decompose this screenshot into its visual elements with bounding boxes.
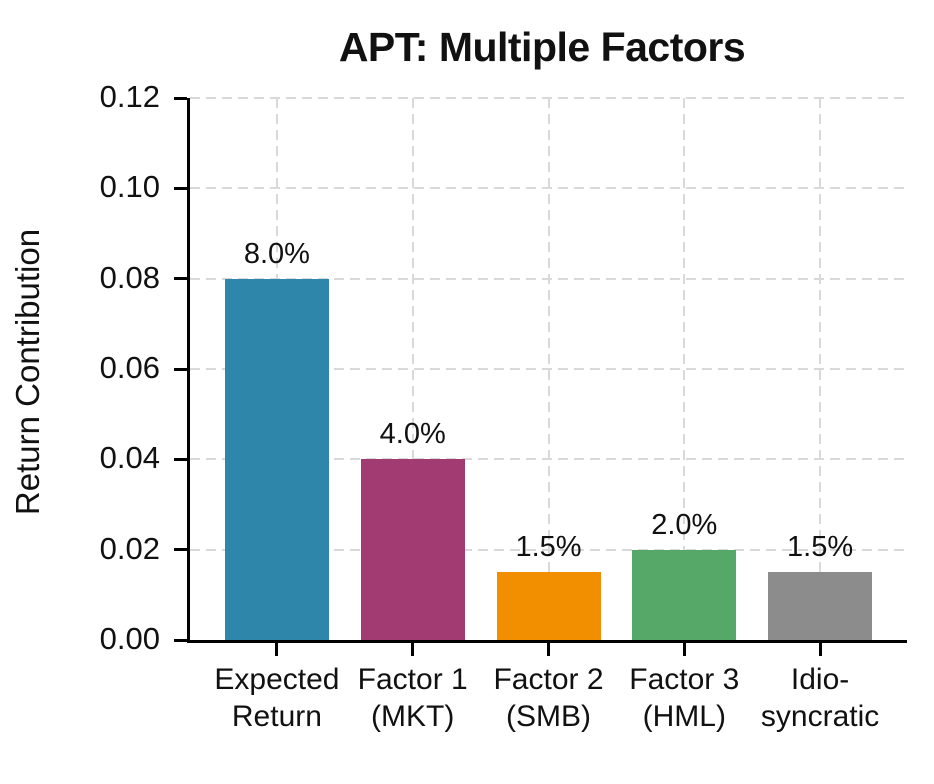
y-tick-label: 0.10 bbox=[99, 169, 160, 205]
x-tick-label: Factor 1 (MKT) bbox=[357, 663, 468, 733]
y-tick-label: 0.04 bbox=[99, 440, 160, 476]
x-tick-mark bbox=[411, 643, 415, 656]
bar-value-label: 2.0% bbox=[651, 508, 718, 541]
y-tick-label: 0.00 bbox=[99, 621, 160, 656]
bar bbox=[224, 278, 329, 640]
gridline-v bbox=[683, 98, 686, 640]
x-tick-label: Expected Return bbox=[214, 663, 340, 733]
bar bbox=[768, 572, 873, 640]
y-axis-spine bbox=[187, 98, 190, 643]
gridline-v bbox=[411, 98, 414, 640]
bar-value-label: 8.0% bbox=[243, 237, 310, 270]
x-axis-spine bbox=[187, 640, 907, 643]
y-tick-mark bbox=[174, 457, 187, 461]
x-tick-label: Factor 2 (SMB) bbox=[493, 663, 604, 733]
y-tick-mark bbox=[174, 96, 187, 100]
y-tick-mark bbox=[174, 277, 187, 281]
x-tick-mark bbox=[547, 643, 550, 656]
x-tick-mark bbox=[682, 643, 686, 656]
bar bbox=[632, 549, 737, 640]
bar-value-label: 1.5% bbox=[787, 531, 854, 564]
y-axis-label: Return Contribution bbox=[9, 228, 46, 516]
bar bbox=[496, 572, 601, 640]
y-tick-mark bbox=[174, 638, 187, 642]
y-tick-mark bbox=[174, 186, 187, 190]
bar-value-label: 1.5% bbox=[515, 531, 582, 564]
chart-title: APT: Multiple Factors bbox=[338, 24, 746, 70]
gridline-v bbox=[547, 98, 550, 640]
y-tick-label: 0.08 bbox=[99, 259, 160, 295]
plot-area: 8.0% 4.0% 1.5% 2.0% 1.5% 0.00 0.02 0.04 0.06 0.0… bbox=[100, 79, 907, 733]
y-tick-mark bbox=[174, 367, 187, 371]
y-tick-label: 0.02 bbox=[99, 530, 160, 566]
y-tick-mark bbox=[174, 548, 187, 552]
bar-value-label: 4.0% bbox=[379, 418, 446, 451]
x-tick-mark bbox=[275, 643, 279, 656]
x-tick-label: Idio- syncratic bbox=[760, 663, 880, 733]
y-tick-label: 0.12 bbox=[99, 79, 160, 114]
gridline-v bbox=[819, 98, 822, 640]
x-tick-label: Factor 3 (HML) bbox=[629, 663, 740, 733]
y-tick-label: 0.06 bbox=[99, 350, 160, 385]
bar bbox=[360, 459, 465, 640]
x-tick-mark bbox=[818, 643, 822, 656]
